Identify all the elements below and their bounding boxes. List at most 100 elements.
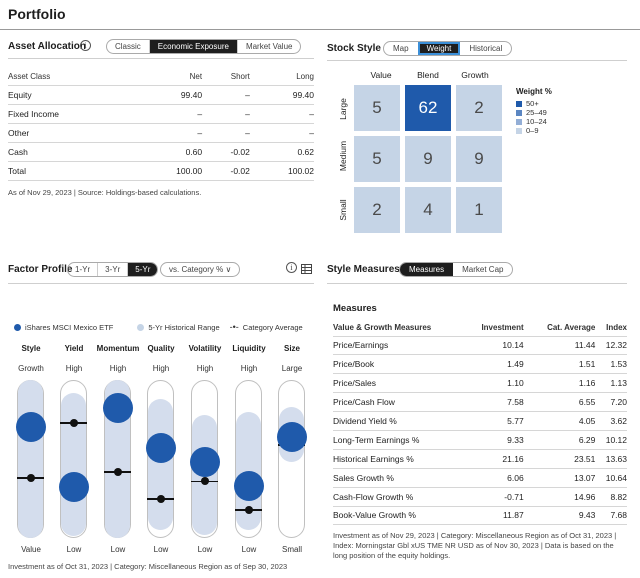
cell: Long-Term Earnings % xyxy=(333,430,461,450)
factor-name: Size xyxy=(283,344,300,353)
row-label-medium: Medium xyxy=(338,140,348,172)
factor-name: Momentum xyxy=(96,344,140,353)
fund-marker xyxy=(189,447,220,478)
historical-range xyxy=(18,380,43,538)
legend-item: 10–24 xyxy=(516,117,547,126)
fund-marker xyxy=(276,421,307,452)
style-measures-title: Style Measures xyxy=(327,264,400,275)
legend-range-swatch xyxy=(137,323,145,331)
style-cell-medium-value: 5 xyxy=(354,136,400,182)
cell: 1.51 xyxy=(523,354,596,375)
cell: 11.87 xyxy=(461,506,524,526)
factor-top-label: Large xyxy=(281,364,303,373)
note-line: Investment as of Nov 29, 2023 | Category… xyxy=(333,531,617,540)
cell: 9.43 xyxy=(523,506,596,526)
style-cell-medium-growth: 9 xyxy=(456,136,502,182)
factor-bottom-label: Low xyxy=(153,545,169,554)
stock-style-title: Stock Style xyxy=(327,43,381,54)
category-average-marker xyxy=(113,467,122,476)
style-cell-large-blend: 62 xyxy=(405,85,451,131)
cell: 14.96 xyxy=(523,487,596,507)
factor-name: Liquidity xyxy=(232,344,266,353)
legend-label: 25–49 xyxy=(526,108,547,117)
factor-name: Yield xyxy=(64,344,84,353)
historical-range xyxy=(148,398,173,531)
legend-range-label: 5-Yr Historical Range xyxy=(148,322,220,332)
ss-divider xyxy=(327,60,627,61)
style-cell-large-growth: 2 xyxy=(456,85,502,131)
weight-legend: 50+ 25–49 10–24 0–9 xyxy=(516,99,547,135)
fp-divider xyxy=(8,283,314,284)
tab-1yr[interactable]: 1-Yr xyxy=(75,265,91,274)
factor-top-label: High xyxy=(65,364,83,373)
table-row: Price/Cash Flow 7.58 6.55 7.20 xyxy=(333,392,627,413)
category-average-marker xyxy=(156,494,165,503)
cell: 13.07 xyxy=(523,468,596,488)
table-row: Long-Term Earnings % 9.33 6.29 10.12 xyxy=(333,430,627,450)
compare-dropdown[interactable]: vs. Category % ∨ xyxy=(160,262,241,277)
legend-label: 0–9 xyxy=(526,126,539,135)
info-icon[interactable]: i xyxy=(80,40,91,51)
tab-market-cap[interactable]: Market Cap xyxy=(462,265,504,274)
cell: – xyxy=(202,123,250,143)
asset-allocation-tabs: Classic Economic Exposure Market Value xyxy=(106,39,302,54)
tab-weight[interactable]: Weight xyxy=(417,42,461,55)
tab-economic-exposure[interactable]: Economic Exposure xyxy=(148,40,237,53)
tab-measures[interactable]: Measures xyxy=(400,263,454,276)
cell: – xyxy=(138,123,203,143)
tab-3yr[interactable]: 3-Yr xyxy=(97,263,127,276)
historical-range xyxy=(61,392,86,537)
table-view-icon[interactable] xyxy=(301,264,312,274)
tab-market-value[interactable]: Market Value xyxy=(236,40,301,53)
table-row: Fixed Income – – – xyxy=(8,104,314,124)
cell: 4.05 xyxy=(523,411,596,431)
asset-allocation-table: Asset Class Net Short Long Equity 99.40 … xyxy=(8,69,314,181)
cell: Price/Earnings xyxy=(333,336,461,356)
cell: Price/Cash Flow xyxy=(333,392,461,413)
col-asset-class: Asset Class xyxy=(8,69,138,86)
cell: Cash xyxy=(8,142,138,162)
cell: 7.68 xyxy=(595,506,627,526)
table-row: Cash-Flow Growth % -0.71 14.96 8.82 xyxy=(333,487,627,507)
table-row: Price/Book 1.49 1.51 1.53 xyxy=(333,354,627,375)
factor-name: Style xyxy=(21,344,41,353)
legend-item: 50+ xyxy=(516,99,547,108)
cell: Historical Earnings % xyxy=(333,449,461,469)
tab-5yr[interactable]: 5-Yr xyxy=(127,263,158,276)
style-cell-small-value: 2 xyxy=(354,187,400,233)
cell: 10.14 xyxy=(461,336,524,356)
table-row: Dividend Yield % 5.77 4.05 3.62 xyxy=(333,411,627,431)
col-label-blend: Blend xyxy=(417,70,439,80)
table-row: Price/Sales 1.10 1.16 1.13 xyxy=(333,373,627,394)
col-short: Short xyxy=(202,69,250,86)
table-row: Equity 99.40 – 99.40 xyxy=(8,85,314,105)
legend-category-label: Category Average xyxy=(242,322,303,332)
fund-marker xyxy=(145,432,176,463)
swatch xyxy=(516,100,522,107)
cell: Price/Sales xyxy=(333,373,461,394)
cell: 7.58 xyxy=(461,392,524,413)
cell: – xyxy=(138,104,203,124)
cell: 1.13 xyxy=(595,373,627,394)
tab-map[interactable]: Map xyxy=(393,44,409,53)
cell: 10.12 xyxy=(595,430,627,450)
measures-subtitle: Measures xyxy=(333,303,377,314)
asset-allocation-title: Asset Allocation xyxy=(8,41,86,52)
table-row: Price/Earnings 10.14 11.44 12.32 xyxy=(333,336,627,356)
legend-label: 50+ xyxy=(526,99,539,108)
info-icon[interactable]: i xyxy=(286,262,297,273)
factor-bottom-label: Low xyxy=(197,545,213,554)
tab-classic[interactable]: Classic xyxy=(115,42,141,51)
cell: 99.40 xyxy=(249,85,314,105)
chevron-down-icon: ∨ xyxy=(225,265,232,274)
category-average-marker xyxy=(69,418,78,427)
table-row: Cash 0.60 -0.02 0.62 xyxy=(8,142,314,162)
tab-historical[interactable]: Historical xyxy=(469,44,503,53)
cell: -0.02 xyxy=(202,161,250,181)
factor-profile-title: Factor Profile xyxy=(8,264,73,275)
cell: 3.62 xyxy=(595,411,627,431)
compare-dropdown-label: vs. Category % ∨ xyxy=(161,263,239,276)
cell: Cash-Flow Growth % xyxy=(333,487,461,507)
category-average-marker xyxy=(200,477,209,486)
style-measures-tabs: Measures Market Cap xyxy=(399,262,514,277)
